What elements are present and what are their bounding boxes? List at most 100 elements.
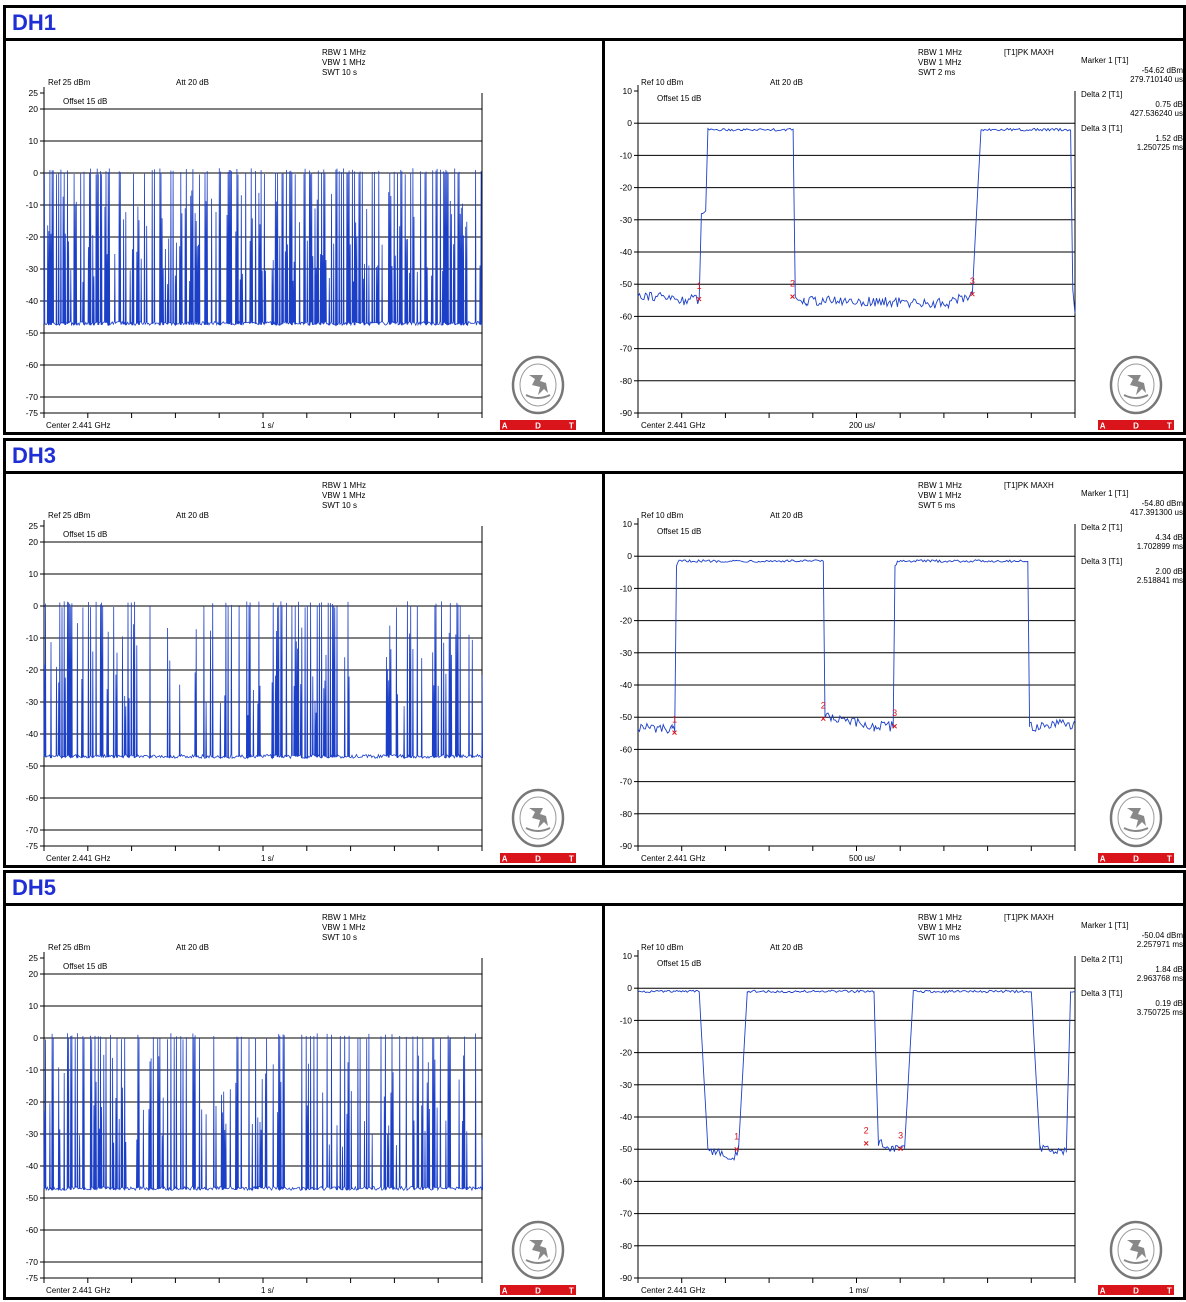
- y-tick-label: -10: [620, 150, 633, 160]
- marker-info-time: 1.702899 ms: [1137, 542, 1183, 551]
- swt-label: SWT 10 s: [322, 933, 357, 942]
- marker-number: 2: [790, 279, 795, 289]
- marker-info-label: Delta 2 [T1]: [1081, 90, 1122, 99]
- y-tick-label: -10: [26, 1065, 39, 1075]
- vbw-label: VBW 1 MHz: [322, 923, 366, 932]
- marker-point: [672, 730, 677, 736]
- center-freq-label: Center 2.441 GHz: [641, 854, 705, 863]
- marker-number: 3: [892, 708, 897, 718]
- y-tick-label: -40: [26, 729, 39, 739]
- span-label: 1 s/: [261, 854, 275, 863]
- adt-letter: D: [535, 422, 541, 431]
- y-tick-label: -40: [26, 296, 39, 306]
- swt-label: SWT 10 s: [322, 501, 357, 510]
- panel-zoom: RBW 1 MHz VBW 1 MHz SWT 10 ms [T1]PK MAXH Re…: [605, 906, 1183, 1297]
- span-label: 500 us/: [849, 854, 876, 863]
- y-tick-label: 0: [627, 118, 632, 128]
- y-tick-label: -60: [26, 1225, 39, 1235]
- att-label: Att 20 dB: [176, 943, 209, 952]
- trace-line: [43, 168, 483, 327]
- y-tick-label: -50: [620, 279, 633, 289]
- y-tick-label: -50: [26, 1193, 39, 1203]
- att-label: Att 20 dB: [770, 511, 803, 520]
- y-tick-label: -30: [620, 215, 633, 225]
- y-tick-label: -50: [620, 1144, 633, 1154]
- bureau-veritas-logo: [511, 788, 565, 848]
- y-tick-label: 0: [33, 1033, 38, 1043]
- y-tick-label: -30: [26, 1129, 39, 1139]
- adt-letter: A: [1100, 855, 1106, 864]
- y-tick-label: 10: [29, 569, 39, 579]
- marker-number: 1: [672, 715, 677, 725]
- span-label: 200 us/: [849, 421, 876, 430]
- y-tick-label: -30: [26, 264, 39, 274]
- swt-label: SWT 10 s: [322, 68, 357, 77]
- adt-letter: A: [502, 855, 508, 864]
- section-dh5: DH5 RBW 1 MHz VBW 1 MHz SWT 10 s Ref 25 dBm A…: [3, 870, 1186, 1300]
- trace-line: [637, 127, 1076, 314]
- y-tick-label: -75: [26, 841, 39, 851]
- y-tick-label: -50: [26, 328, 39, 338]
- rbw-label: RBW 1 MHz: [322, 481, 366, 490]
- section-title: DH5: [12, 875, 57, 900]
- ref-label: Ref 25 dBm: [48, 78, 91, 87]
- att-label: Att 20 dB: [770, 943, 803, 952]
- marker-number: 1: [697, 281, 702, 291]
- trace-line: [43, 601, 483, 760]
- marker-info-label: Delta 2 [T1]: [1081, 955, 1122, 964]
- y-tick-label: -70: [26, 1257, 39, 1267]
- y-tick-label: -20: [26, 232, 39, 242]
- swt-label: SWT 10 ms: [918, 933, 960, 942]
- y-tick-label: -40: [620, 247, 633, 257]
- trace-mode-label: [T1]PK MAXH: [1004, 48, 1054, 57]
- adt-bar: [500, 1285, 576, 1295]
- marker-info-time: 417.391300 us: [1130, 508, 1183, 517]
- marker-info-time: 279.710140 us: [1130, 75, 1183, 84]
- adt-letter: T: [1167, 1287, 1172, 1296]
- offset-label: Offset 15 dB: [63, 530, 107, 539]
- panel-overview: RBW 1 MHz VBW 1 MHz SWT 10 s Ref 25 dBm Att …: [6, 41, 602, 432]
- adt-letter: T: [569, 422, 574, 431]
- swt-label: SWT 5 ms: [918, 501, 955, 510]
- trace-line: [43, 1033, 483, 1192]
- swt-label: SWT 2 ms: [918, 68, 955, 77]
- marker-info-label: Marker 1 [T1]: [1081, 921, 1129, 930]
- adt-letter: D: [1133, 855, 1139, 864]
- y-tick-label: -40: [620, 1112, 633, 1122]
- y-tick-label: -30: [620, 648, 633, 658]
- y-tick-label: -20: [26, 1097, 39, 1107]
- marker-number: 1: [734, 1131, 739, 1141]
- marker-point: [820, 716, 826, 722]
- marker-number: 3: [970, 276, 975, 286]
- marker-info-value: -54.80 dBm: [1142, 499, 1183, 508]
- marker-info-label: Delta 2 [T1]: [1081, 523, 1122, 532]
- y-tick-label: 20: [29, 104, 39, 114]
- offset-label: Offset 15 dB: [657, 94, 701, 103]
- ref-label: Ref 25 dBm: [48, 511, 91, 520]
- trace-mode-label: [T1]PK MAXH: [1004, 481, 1054, 490]
- y-tick-label: -90: [620, 1273, 633, 1283]
- y-tick-label: -80: [620, 809, 633, 819]
- y-tick-label: 25: [29, 953, 39, 963]
- y-tick-label: -30: [620, 1080, 633, 1090]
- marker-point: [696, 296, 702, 302]
- marker-point: [898, 1146, 903, 1152]
- adt-letter: A: [502, 1287, 508, 1296]
- y-tick-label: 20: [29, 969, 39, 979]
- y-tick-label: -90: [620, 408, 633, 418]
- marker-info-value: 1.84 dB: [1155, 965, 1183, 974]
- bureau-veritas-logo: [511, 355, 565, 415]
- rbw-label: RBW 1 MHz: [322, 48, 366, 57]
- y-tick-label: 0: [627, 551, 632, 561]
- y-tick-label: -90: [620, 841, 633, 851]
- adt-letter: T: [1167, 422, 1172, 431]
- adt-bar: [500, 853, 576, 863]
- marker-point: [734, 1146, 740, 1152]
- marker-info-value: 1.52 dB: [1155, 134, 1183, 143]
- ref-label: Ref 10 dBm: [641, 511, 684, 520]
- att-label: Att 20 dB: [176, 511, 209, 520]
- y-tick-label: -75: [26, 408, 39, 418]
